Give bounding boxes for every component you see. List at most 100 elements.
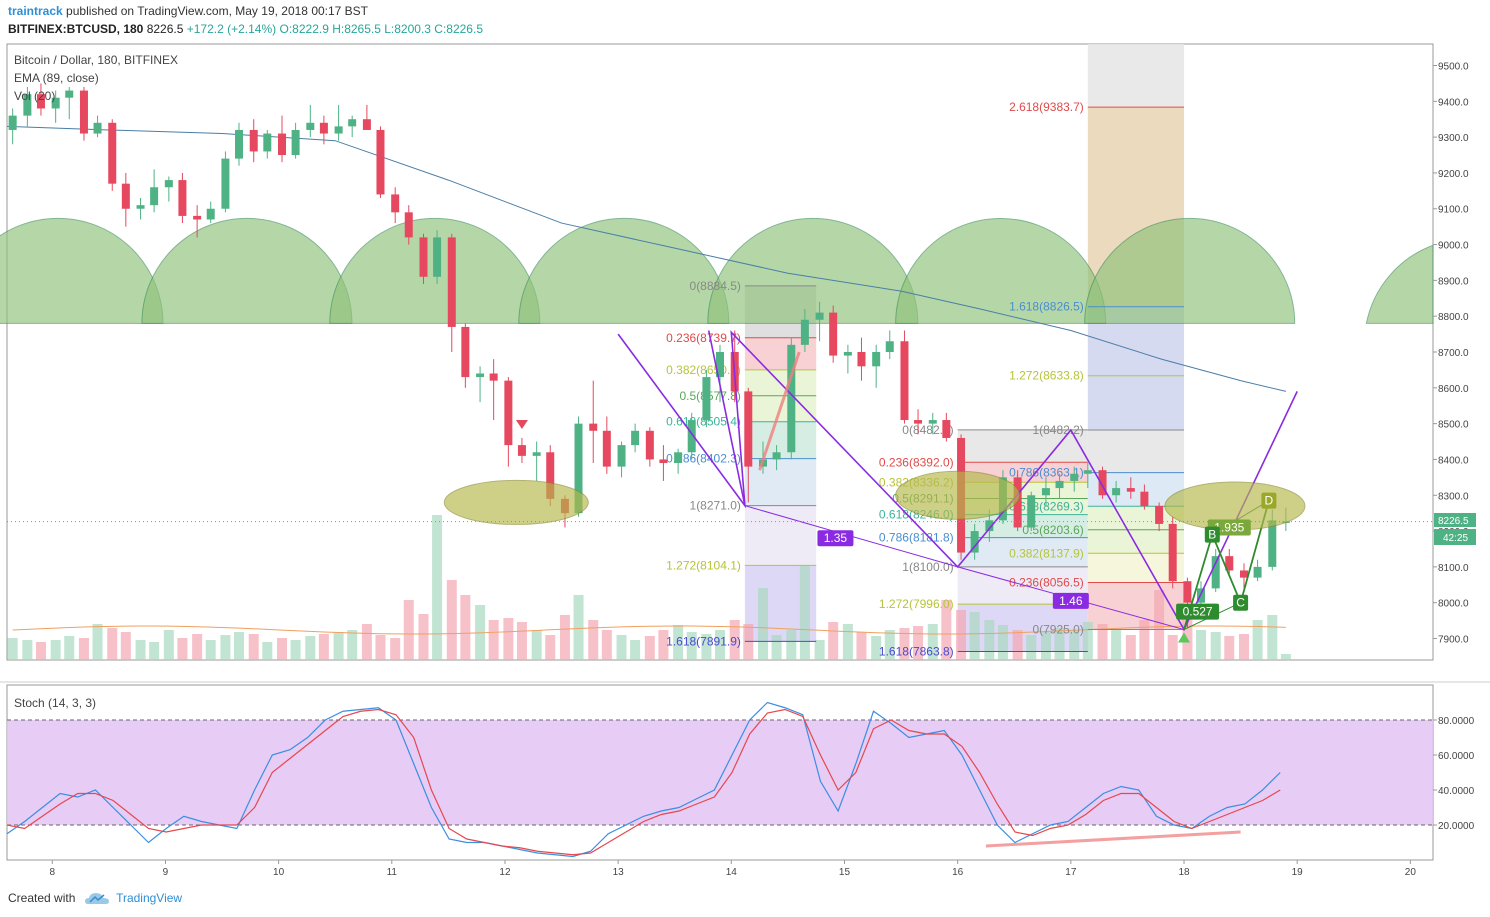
volume-bar — [743, 624, 754, 660]
volume-bar — [1097, 624, 1108, 660]
volume-bar — [50, 640, 61, 660]
volume-bar — [884, 630, 895, 660]
x-tick-label: 8 — [49, 867, 55, 878]
tradingview-brand-link[interactable]: TradingView — [116, 891, 183, 905]
candle-body — [150, 187, 159, 206]
candle-body — [206, 208, 215, 220]
volume-bar — [644, 636, 655, 660]
x-tick-label: 12 — [499, 867, 511, 878]
fib-label: 1.618(8826.5) — [1009, 300, 1084, 314]
fib-zone-4 — [744, 458, 817, 506]
volume-bar — [149, 642, 160, 660]
volume-bar — [531, 630, 542, 660]
candle-body — [93, 122, 102, 134]
ratio-badge-text: D — [1265, 494, 1274, 508]
volume-bar — [1154, 590, 1165, 660]
stoch-y-tick-label: 20.0000 — [1438, 821, 1475, 832]
volume-bar — [1195, 630, 1206, 660]
candle-body — [391, 194, 400, 213]
volume-bar — [7, 638, 18, 660]
volume-bar — [277, 638, 288, 660]
cycle-arc — [1084, 217, 1296, 324]
fib-label: 1.272(7996.0) — [879, 597, 954, 611]
y-tick-label: 7900.0 — [1438, 635, 1469, 646]
y-tick-label: 9300.0 — [1438, 133, 1469, 144]
volume-bar — [1267, 615, 1278, 660]
volume-bar — [771, 635, 782, 660]
candle-body — [235, 129, 244, 159]
ratio-badge-text: 0.527 — [1183, 605, 1213, 619]
stoch-y-tick-label: 60.0000 — [1438, 751, 1475, 762]
cycle-arc — [707, 217, 919, 324]
candle-body — [348, 119, 357, 127]
fib-label: 0.236(8392.0) — [879, 455, 954, 469]
candle-body — [872, 352, 881, 367]
volume-bar — [503, 618, 514, 660]
fib-zone-22 — [1087, 375, 1185, 431]
volume-bar — [432, 515, 443, 660]
candle-body — [461, 326, 470, 378]
volume-bar — [1224, 636, 1235, 660]
author-link[interactable]: traintrack — [8, 4, 63, 18]
candle-body — [108, 122, 117, 184]
volume-bar — [163, 630, 174, 660]
volume-bar — [120, 632, 131, 660]
x-tick-label: 18 — [1178, 867, 1190, 878]
volume-bar — [927, 624, 938, 660]
candle-body — [1211, 556, 1220, 589]
volume-ma-line — [12, 625, 1286, 635]
candle-body — [178, 180, 187, 216]
volume-bar — [403, 600, 414, 660]
axes: 8 9 10 11 12 13 14 15 16 17 18 19 20 7900.0 8000.0 8100… — [49, 61, 1474, 878]
candle-body — [1183, 581, 1192, 603]
highlight-ellipse — [443, 479, 589, 525]
cycle-arc — [0, 217, 164, 324]
candle-body — [419, 237, 428, 277]
volume-bar — [1280, 654, 1291, 660]
candle-body — [843, 352, 852, 356]
volume-bar — [786, 630, 797, 660]
volume-bar — [588, 620, 599, 660]
volume-bar — [135, 640, 146, 660]
y-tick-label: 9100.0 — [1438, 205, 1469, 216]
candle-body — [744, 391, 753, 467]
candle-body — [617, 445, 626, 467]
last-price: 8226.5 — [146, 22, 184, 36]
candle-body — [306, 122, 315, 130]
volume-bar — [177, 638, 188, 660]
candle-body — [517, 445, 526, 456]
candle-body — [334, 126, 343, 134]
y-tick-label: 8000.0 — [1438, 599, 1469, 610]
ratio-badge-text: C — [1236, 596, 1245, 610]
volume-bar — [390, 638, 401, 660]
x-tick-label: 15 — [839, 867, 851, 878]
candle-body — [532, 452, 541, 456]
fib-zone-19 — [1087, 44, 1185, 108]
fib-zone-18 — [1087, 582, 1185, 630]
volume-bar — [375, 635, 386, 660]
ratio-badge — [817, 530, 854, 547]
candle-body — [36, 94, 45, 109]
fib-zone-14 — [1087, 430, 1185, 473]
candle-body — [23, 94, 32, 116]
candle-body — [221, 158, 230, 209]
volume-bar — [488, 620, 499, 660]
candle-body — [404, 212, 413, 238]
candle-body — [1268, 520, 1277, 567]
ema-legend: EMA (89, close) — [14, 71, 99, 85]
y-tick-label: 9500.0 — [1438, 61, 1469, 72]
countdown-badge — [1434, 529, 1476, 545]
candle-body — [815, 312, 824, 320]
volume-bar — [799, 565, 810, 660]
fib-label: 1(8100.0) — [902, 560, 953, 574]
candle-body — [631, 430, 640, 446]
candle-body — [857, 352, 866, 367]
x-tick-label: 10 — [273, 867, 285, 878]
candle-body — [574, 423, 583, 514]
abcd-pattern-line — [1183, 500, 1270, 630]
x-tick-label: 14 — [726, 867, 738, 878]
volume-bar — [1125, 635, 1136, 660]
volume-bars — [7, 515, 1291, 660]
candle-body — [1253, 566, 1262, 578]
